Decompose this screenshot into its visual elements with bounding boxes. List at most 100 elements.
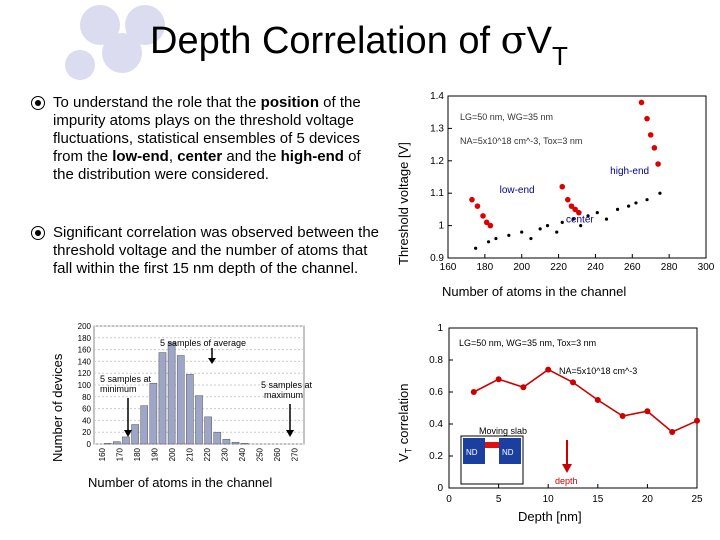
decor-circle-4 (65, 50, 95, 80)
y-tick-label: 1.1 (430, 188, 444, 199)
scatter-xlabel: Number of atoms in the channel (442, 284, 627, 299)
data-point (615, 207, 620, 211)
x-tick-label: 160 (440, 262, 457, 273)
x-tick-label: 170 (115, 447, 124, 461)
x-tick-label: 210 (185, 447, 194, 461)
annotation-params-2: NA=5x10^18 cm^-3, Tox=3 nm (460, 136, 582, 146)
depth-arrowhead-icon (562, 464, 572, 473)
data-point (560, 220, 564, 224)
decor-circle-3 (125, 5, 165, 45)
data-point (495, 376, 502, 383)
x-tick-label: 25 (691, 494, 703, 505)
annotation-params-1: LG=50 nm, WG=35 nm (460, 112, 553, 122)
data-point (568, 203, 575, 209)
x-tick-label: 10 (543, 494, 555, 505)
data-point (579, 224, 583, 228)
y-tick-label: 0.4 (429, 419, 443, 430)
inset-label-nd-2: ND (502, 448, 514, 457)
data-point (538, 227, 542, 231)
y-tick-label: 40 (82, 416, 91, 425)
data-point (480, 213, 486, 219)
data-point (470, 389, 477, 395)
y-tick-label: 0.6 (429, 387, 443, 398)
data-point (570, 379, 576, 386)
x-tick-label: 220 (550, 262, 567, 273)
x-tick-label: 240 (587, 262, 604, 273)
y-tick-label: 140 (78, 357, 92, 366)
annotation-high-end: high-end (610, 166, 649, 177)
data-point (564, 196, 571, 203)
data-point (634, 201, 638, 205)
data-point (594, 397, 601, 403)
y-tick-label: 1.2 (430, 156, 444, 167)
y-tick-label: 180 (78, 334, 92, 343)
histogram-xlabel: Number of atoms in the channel (88, 475, 273, 490)
y-tick-label: 0.8 (429, 355, 443, 366)
data-point (619, 413, 626, 419)
x-tick-label: 280 (661, 262, 678, 273)
x-tick-label: 180 (133, 447, 142, 461)
series-line (473, 368, 698, 433)
histogram-bar (158, 352, 167, 445)
data-point (586, 214, 590, 218)
histogram-bar (222, 439, 231, 445)
x-tick-label: 160 (98, 447, 107, 461)
arrowhead-minimum-icon (124, 430, 132, 437)
data-point (572, 206, 578, 213)
histogram-bar (231, 441, 240, 445)
x-tick-label: 220 (203, 447, 212, 461)
histogram-bar (240, 443, 249, 445)
x-tick-label: 250 (255, 447, 264, 461)
annotation-doping: NA=5x10^18 cm^-3 (559, 366, 637, 376)
histogram-ylabel: Number of devices (50, 353, 65, 462)
y-tick-label: 1 (438, 221, 444, 232)
x-tick-label: 300 (698, 262, 715, 273)
data-point (638, 99, 645, 106)
data-point (555, 230, 559, 234)
x-tick-label: 200 (513, 262, 530, 273)
histogram-bar (195, 395, 203, 445)
data-point (494, 236, 498, 241)
inset-source (463, 438, 485, 464)
x-tick-label: 270 (290, 447, 299, 461)
histogram-bar (213, 431, 222, 445)
bullet-marker-icon (31, 226, 45, 240)
y-tick-label: 0.2 (429, 451, 443, 462)
inset-slab (485, 442, 499, 448)
annotation-maximum: 5 samples at (261, 380, 313, 390)
bullet-1: To understand the role that the position… (31, 94, 383, 184)
annotation-center: center (566, 214, 594, 225)
data-point (545, 366, 552, 373)
data-point (694, 417, 700, 424)
inset-label-nd-1: ND (466, 448, 478, 457)
y-tick-label: 80 (82, 393, 91, 402)
data-point (655, 161, 661, 167)
histogram-bar (140, 405, 149, 445)
histogram-bar (167, 342, 176, 445)
data-point (483, 219, 490, 226)
x-tick-label: 5 (496, 494, 502, 505)
x-tick-label: 180 (477, 262, 494, 273)
x-tick-label: 0 (446, 494, 452, 505)
data-point (529, 236, 533, 241)
x-tick-label: 190 (150, 447, 159, 461)
histogram-bar (149, 382, 158, 445)
bullet-2: Significant correlation was observed bet… (31, 224, 383, 278)
histogram-bar (103, 443, 112, 445)
histogram-bar (122, 436, 130, 445)
annotation-average: 5 samples of average (160, 338, 246, 348)
x-tick-label: 200 (168, 447, 177, 461)
scatter-chart: 160 180 200 220 240 260 280 300 0.9 1 1.1 1.2 1.3 1.4… (430, 91, 715, 273)
data-point (487, 222, 494, 229)
y-tick-label: 0 (87, 440, 92, 449)
data-point (520, 230, 524, 234)
y-tick-label: 200 (78, 322, 92, 331)
scatter-ylabel: Threshold voltage [V] (396, 142, 411, 265)
y-tick-label: 0.9 (430, 253, 444, 264)
y-tick-label: 100 (78, 381, 92, 390)
annotation-minimum: 5 samples at (100, 374, 152, 384)
data-point (644, 115, 650, 122)
bullet-marker-icon (31, 96, 45, 110)
y-tick-label: 120 (78, 369, 92, 378)
plot-frame (447, 95, 707, 259)
